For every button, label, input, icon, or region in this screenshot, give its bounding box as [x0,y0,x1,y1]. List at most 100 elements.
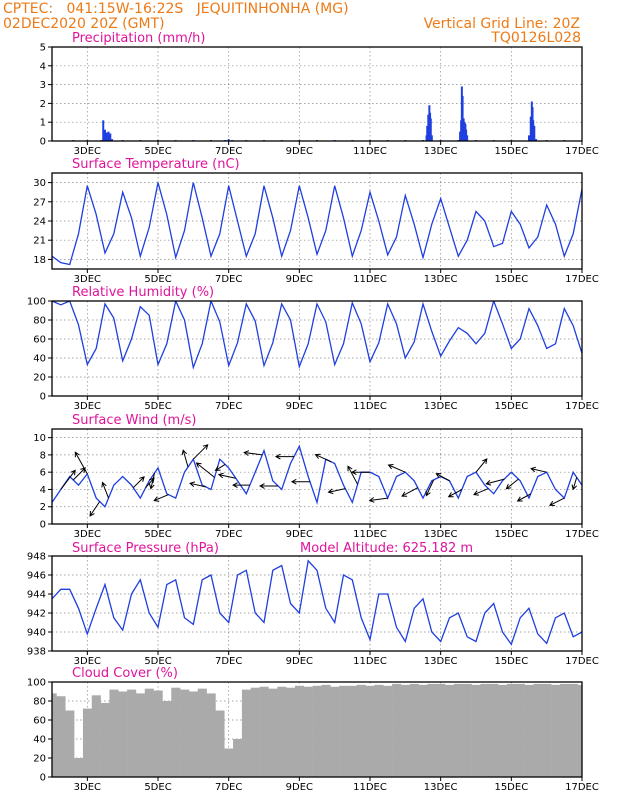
xtick-label: 17DEC [565,274,599,285]
wind-vector-arrow [195,462,215,478]
precip-bar [109,133,112,141]
cloud-bar [330,686,340,777]
wind-vector-arrow [475,458,488,473]
wind-vector-arrow [189,481,206,488]
cloud-bar [259,686,269,777]
precip-bar [529,116,532,141]
ytick-label: 6 [40,468,46,479]
ytick-label: 8 [40,450,46,461]
cloud-bar [515,683,525,777]
cloud-bar [462,683,472,777]
panel-cloud: 0 20 40 60 80 100 3DEC 5DEC 7DEC 9DEC 11DEC 13DEC 15… [27,678,599,794]
cloud-bar [286,687,296,777]
ytick-label: 948 [27,552,46,563]
ytick-label: 4 [40,61,46,72]
cloud-bar [162,701,172,777]
xtick-label: 3DEC [74,529,101,540]
precip-bar [533,125,536,141]
ytick-label: 80 [33,697,46,708]
precip-bar [535,139,538,141]
xtick-label: 11DEC [353,656,387,667]
ytick-label: 27 [33,197,46,208]
precip-bar [227,139,230,141]
wind-vector-arrow [259,483,279,489]
cloud-bar [480,683,490,777]
panel-title-humidity: Relative Humidity (%) [72,285,214,300]
cloud-bar [206,693,216,777]
panel-title-wind: Surface Wind (m/s) [72,413,196,428]
xtick-label: 17DEC [565,146,599,157]
cloud-bar [453,683,464,777]
precip-bar [111,139,114,141]
xtick-label: 13DEC [424,529,458,540]
ytick-label: 940 [27,628,46,639]
cloud-bar [215,710,225,777]
wind-vector-arrow [214,463,226,471]
xtick-label: 9DEC [286,274,313,285]
cloud-bar [489,683,499,777]
xtick-label: 11DEC [353,529,387,540]
cloud-bar [498,684,508,777]
ytick-label: 80 [33,316,46,327]
ytick-label: 3 [40,80,46,91]
wind-vector-arrow [485,478,505,486]
xtick-label: 15DEC [494,274,528,285]
ytick-label: 40 [33,735,46,746]
cloud-bar [268,688,278,777]
series-line-wind [52,444,582,508]
cloud-bar [312,685,322,777]
cloud-bar [445,684,455,777]
ytick-label: 0 [40,137,46,148]
ytick-label: 18 [33,255,46,266]
cloud-bar [559,683,570,777]
wind-vector-arrow [243,450,263,456]
data-pressure [52,559,582,646]
pressure-model-altitude: Model Altitude: 625.182 m [300,541,473,556]
wind-vector-arrow [435,473,450,482]
wind-vector-arrow [368,497,388,503]
data-wind [52,444,582,508]
wind-vector-arrow [149,472,155,490]
xtick-label: 7DEC [215,656,242,667]
header-model-code: TQ0126L028 [490,30,581,46]
data-precip [72,86,566,141]
cloud-bar [65,710,75,777]
cloud-bar [241,689,252,777]
xtick-label: 17DEC [565,401,599,412]
wind-vector-arrow [505,478,519,490]
wind-vector-arrow [516,493,532,502]
cloud-bar [294,685,305,777]
cloud-bar [224,748,234,777]
xtick-label: 5DEC [144,656,171,667]
cloud-bar [347,685,358,777]
cloud-bar [233,739,243,777]
panel-wind: 0 2 4 6 8 10 3DEC 5DEC 7DEC 9DEC 11DEC 13DEC 15DEC 17… [33,428,599,540]
wind-vector-arrow [89,501,101,517]
cloud-bar [52,693,57,777]
ytick-label: 21 [33,236,46,247]
ytick-label: 60 [33,716,46,727]
panel-title-temperature: Surface Temperature (nC) [72,157,240,172]
ytick-label: 4 [40,485,46,496]
precip-bar [430,135,433,141]
cloud-bar [303,686,313,777]
wind-vector-arrow [101,481,109,499]
data-rh [52,301,582,370]
precip-bar [427,114,430,141]
cloud-bar [409,683,419,777]
cloud-bar [118,691,128,777]
cloud-bar [144,688,154,777]
precip-bar [102,120,105,141]
panel-title-cloud-cover: Cloud Cover (%) [72,666,178,681]
xtick-label: 7DEC [215,782,242,793]
xtick-label: 17DEC [565,529,599,540]
cloud-bar [74,758,84,777]
xtick-label: 13DEC [424,401,458,412]
cloud-bar [197,688,207,777]
ytick-label: 40 [33,354,46,365]
cloud-bar [374,684,384,777]
ytick-label: 30 [33,178,46,189]
data-temp [52,182,582,266]
xtick-label: 15DEC [494,782,528,793]
cloud-bar [436,683,446,777]
